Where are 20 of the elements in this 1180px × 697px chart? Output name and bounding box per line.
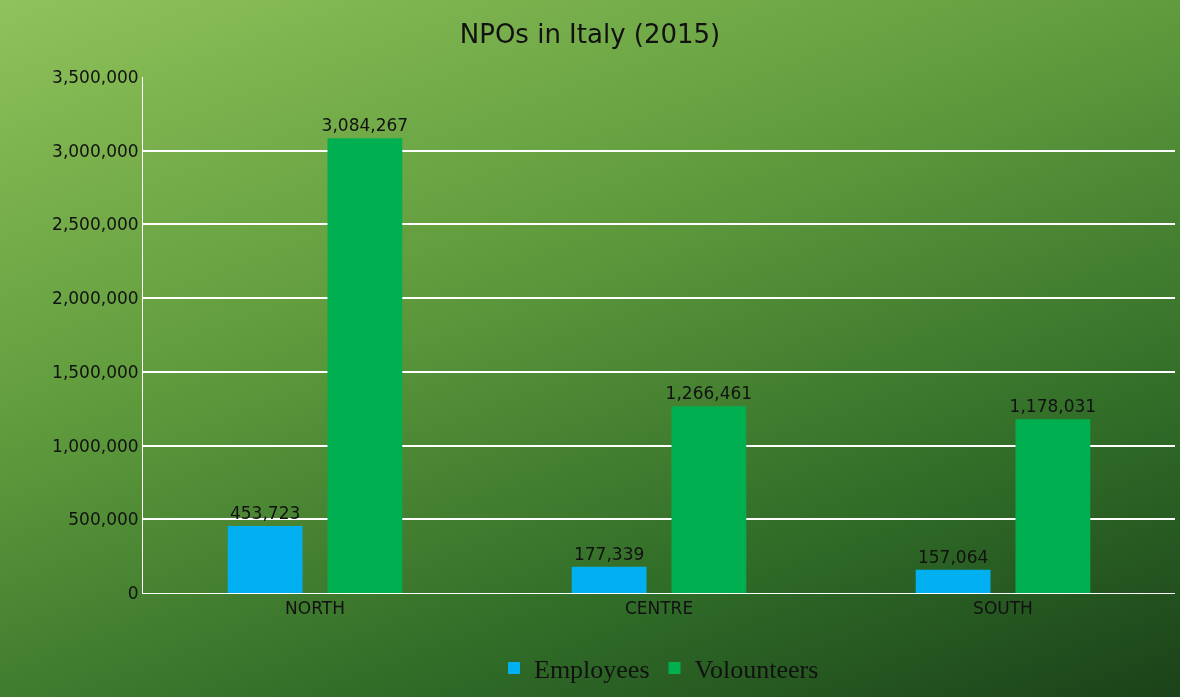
data-label: 1,178,031 — [1009, 396, 1097, 417]
x-tick-label: SOUTH — [973, 598, 1033, 619]
y-tick-label: 0 — [127, 582, 139, 603]
data-label: 157,064 — [917, 546, 989, 567]
y-tick-label: 1,000,000 — [52, 435, 139, 456]
legend-label: Volounteers — [694, 655, 819, 685]
data-label: 3,084,267 — [321, 115, 409, 136]
y-tick-label: 500,000 — [68, 509, 139, 530]
data-label: 1,266,461 — [665, 383, 753, 404]
legend-label: Employees — [534, 655, 650, 685]
x-tick-label: CENTRE — [624, 598, 694, 619]
data-label: 453,723 — [229, 503, 301, 524]
y-tick-label: 2,000,000 — [52, 288, 139, 309]
chart-title: NPOs in Italy (2015) — [459, 18, 721, 49]
y-tick-label: 1,500,000 — [52, 361, 139, 382]
y-tick-label: 3,000,000 — [52, 140, 139, 161]
y-tick-label: 2,500,000 — [52, 214, 139, 235]
y-tick-label: 3,500,000 — [52, 66, 139, 87]
x-tick-label: NORTH — [285, 598, 345, 619]
data-label: 177,339 — [573, 543, 645, 564]
